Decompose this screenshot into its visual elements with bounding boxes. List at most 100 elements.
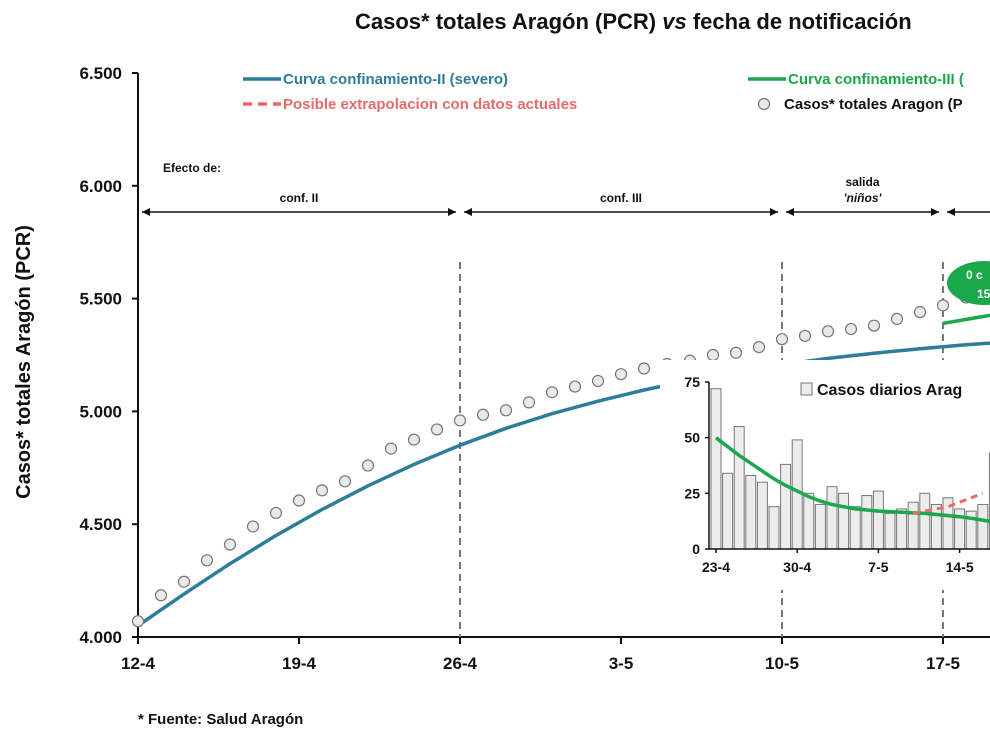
inset-bar [919,492,931,550]
case-point [476,408,490,421]
case-point [430,423,444,436]
period-label-line1: salida [845,175,879,189]
case-point [568,380,582,393]
inset-x-tick-label: 30-4 [783,559,811,575]
x-tick-label: 3-5 [609,654,634,673]
case-point [867,319,881,332]
inset-bar [838,492,850,550]
case-point [223,538,237,551]
y-axis-label: Casos* totales Aragón (PCR) [13,225,35,499]
case-point [614,368,628,381]
case-point [269,506,283,520]
effect-label: Efecto de: [163,161,221,175]
period-arrowhead-left [947,208,955,216]
inset-bar [930,503,942,550]
case-point [384,442,398,455]
case-point [844,322,858,336]
inset-bar [861,495,873,550]
end-bubble: 0 c 15 [947,261,990,305]
case-point [637,362,651,375]
case-point [706,348,720,362]
period-arrowhead-left [786,208,794,216]
y-tick-label: 6.500 [79,64,122,83]
period-label: conf. II [280,191,319,205]
case-point [936,299,950,312]
legend-label: Curva confinamiento-II (severo) [283,71,508,88]
inset-bar [710,388,722,550]
inset-x-tick-label: 23-4 [702,559,730,575]
legend-label: Posible extrapolacion con datos actuales [283,96,577,113]
inset-bar [745,475,757,550]
period-label-line2: 'niños' [844,191,883,205]
inset-bar [849,506,861,550]
end-bubble-line2: 15 [977,287,990,301]
case-point [200,554,214,567]
inset-chart: 0 25 50 75 23-4 30-4 7-5 14-5 Casos diarios Ar… [660,360,990,590]
case-point [361,459,375,472]
x-tick-label: 12-4 [121,654,156,673]
legend-swatch-marker [757,97,771,111]
period-label: conf. III [600,191,642,205]
inset-bar [768,506,780,550]
inset-bar [884,512,896,550]
inset-bar [756,481,768,550]
case-point [890,312,904,326]
inset-y-tick-label: 0 [692,541,700,557]
case-point [591,374,605,388]
inset-bar [722,472,734,550]
x-tick-label: 26-4 [443,654,478,673]
case-point [522,396,536,409]
legend-label: Curva confinamiento-III ( [788,71,964,88]
inset-bar [896,508,908,550]
inset-bar [814,503,826,550]
inset-x-tick-label: 7-5 [868,559,888,575]
footnote: * Fuente: Salud Aragón [138,711,303,728]
period-arrowhead-right [770,208,778,216]
series-group [131,284,990,628]
inset-y-tick-label: 50 [684,430,700,446]
inset-bar [907,501,919,550]
x-tick-label: 19-4 [282,654,317,673]
period-arrowhead-left [142,208,150,216]
period-arrowhead-right [931,208,939,216]
inset-bar [826,486,838,550]
inset-title: Casos diarios Arag [817,382,962,399]
chart-title: Casos* totales Aragón (PCR) vs fecha de … [355,9,912,34]
case-point [545,386,559,399]
case-point [499,404,513,417]
x-ticks: 12-419-426-43-510-517-524-531-57-614-621… [121,637,960,673]
case-point [131,615,145,628]
case-point [752,341,766,354]
y-tick-label: 5.000 [79,402,122,421]
inset-legend-swatch [800,382,813,396]
legend-label: Casos* totales Aragon (P [784,96,963,113]
case-point [315,484,329,497]
case-point [177,575,191,588]
inset-bar [977,503,989,550]
y-tick-label: 4.500 [79,515,122,534]
end-bubble-line1: 0 c [966,268,983,282]
inset-fit-lines [714,436,990,524]
case-point [798,329,812,342]
case-point [821,325,835,338]
inset-bar [872,490,884,550]
x-tick-label: 17-5 [926,654,960,673]
case-point [154,589,168,602]
case-point [338,475,352,488]
case-point [775,333,789,346]
fit-curve-line [137,341,990,628]
inset-green-fit [714,436,990,524]
y-tick-label: 6.000 [79,177,122,196]
inset-y-ticks: 0 25 50 75 [684,374,709,557]
x-tick-label: 10-5 [765,654,799,673]
period-arrowhead-right [448,208,456,216]
case-point [407,433,421,446]
inset-y-tick-label: 75 [684,374,700,390]
inset-y-tick-label: 25 [684,485,700,501]
case-point [453,414,467,427]
case-point [729,346,743,359]
case-point [913,306,927,319]
case-point [292,494,306,507]
